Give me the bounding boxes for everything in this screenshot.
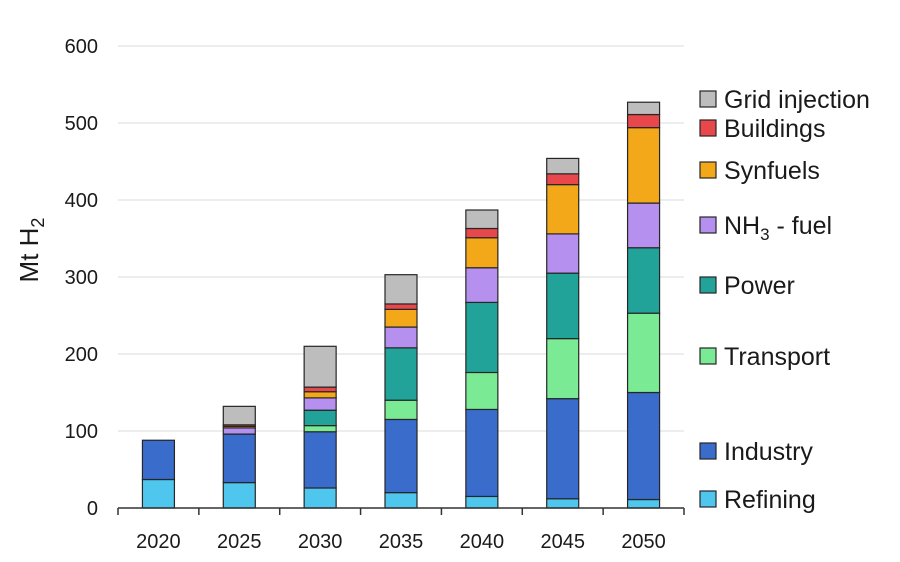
bar-segment-industry-2025 [222,433,256,484]
y-tick-label: 400 [65,190,98,212]
legend-label: Buildings [724,115,825,143]
x-tick-label: 2025 [217,531,262,553]
y-tick-label: 200 [65,344,98,366]
bar-segment-buildings-2045 [546,173,580,186]
bar-segment-synfuels-2030 [303,391,337,399]
bar-segment-refining-2040 [465,495,499,509]
x-tick-label: 2040 [460,531,505,553]
bar-segment-refining-2025 [222,481,256,509]
legend-label: Synfuels [724,157,820,185]
bar-segment-grid-injection-2050 [626,101,661,116]
bar-segment-transport-2045 [546,338,580,400]
bar-segment-refining-2030 [303,487,337,509]
bar-segment-refining-2035 [384,492,418,509]
x-tick-label: 2045 [540,531,585,553]
bar-segment-grid-injection-2045 [546,157,580,175]
bar-segment-refining-2050 [626,498,661,509]
bar-segment-industry-2050 [626,391,661,501]
bar-segment-transport-2040 [465,371,499,411]
x-tick-label: 2030 [298,531,343,553]
bar-segment-nh-2035 [384,326,418,349]
y-axis-label: Mt H2 [14,218,48,283]
y-tick-label: 600 [65,36,98,58]
bar-segment-buildings-2040 [465,227,499,239]
x-tick-label: 2050 [621,531,666,553]
bar-segment-grid-injection-2040 [465,209,499,230]
bar-segment-industry-2030 [303,431,337,489]
bar-segment-synfuels-2035 [384,308,418,328]
bar-segment-power-2030 [303,409,337,427]
bar-segment-grid-injection-2035 [384,274,418,305]
bar-segment-synfuels-2040 [465,237,499,269]
axes [117,507,685,515]
bar-segment-transport-2050 [626,312,661,394]
bar-segment-nh-2030 [303,397,337,411]
legend-swatch [699,490,717,508]
bar-segment-industry-2020 [141,439,176,481]
bar-segment-buildings-2035 [384,303,418,310]
legend-swatch [699,119,717,137]
legend-swatch [699,161,717,179]
bar-segment-refining-2045 [546,498,580,509]
bar-segment-buildings-2050 [626,113,661,129]
bar-segment-transport-2030 [303,425,337,433]
bar-segment-nh-2040 [465,267,499,304]
y-axis-label-sub: 2 [28,218,48,228]
bar-segment-transport-2035 [384,399,418,421]
legend-label: Grid injection [724,86,870,114]
bar-segment-industry-2040 [465,408,499,498]
y-tick-label: 0 [87,498,98,520]
bar-segment-refining-2020 [141,478,176,509]
bar-segment-nh-2050 [626,202,661,249]
legend-swatch [699,347,717,365]
legend-swatch [699,216,717,234]
x-tick-label: 2020 [136,531,181,553]
y-tick-label: 300 [65,267,98,289]
bar-segment-grid-injection-2025 [222,405,256,426]
y-tick-label: 100 [65,421,98,443]
bar-segment-power-2050 [626,247,661,314]
legend-swatch [699,276,717,294]
y-tick-label: 500 [65,113,98,135]
bar-segment-synfuels-2045 [546,184,580,235]
legend-swatch [699,90,717,108]
bar-segment-power-2045 [546,272,580,340]
bar-segment-power-2040 [465,301,499,374]
bar-segment-industry-2045 [546,398,580,500]
legend-label: NH3 - fuel [724,212,832,244]
legend-swatch [699,442,717,460]
bar-segment-power-2035 [384,347,418,401]
bars [141,101,661,509]
bar-segment-buildings-2030 [303,386,337,393]
x-tick-label: 2035 [379,531,424,553]
bar-segment-nh-2045 [546,233,580,274]
bar-segment-industry-2035 [384,418,418,494]
y-tick-labels: 0 100 200 300 400 500 600 [65,36,98,520]
bar-segment-synfuels-2050 [626,127,661,204]
legend-label: Transport [724,343,830,371]
bar-segment-grid-injection-2030 [303,345,337,388]
legend-label: Industry [724,438,813,466]
legend-label: Power [724,272,795,300]
x-tick-labels: 2020 2025 2030 2035 2040 2045 2050 [136,531,666,553]
y-axis-label-main: Mt H [14,228,44,283]
legend-label: Refining [724,486,816,514]
bar-segment-nh-2025 [222,427,256,435]
